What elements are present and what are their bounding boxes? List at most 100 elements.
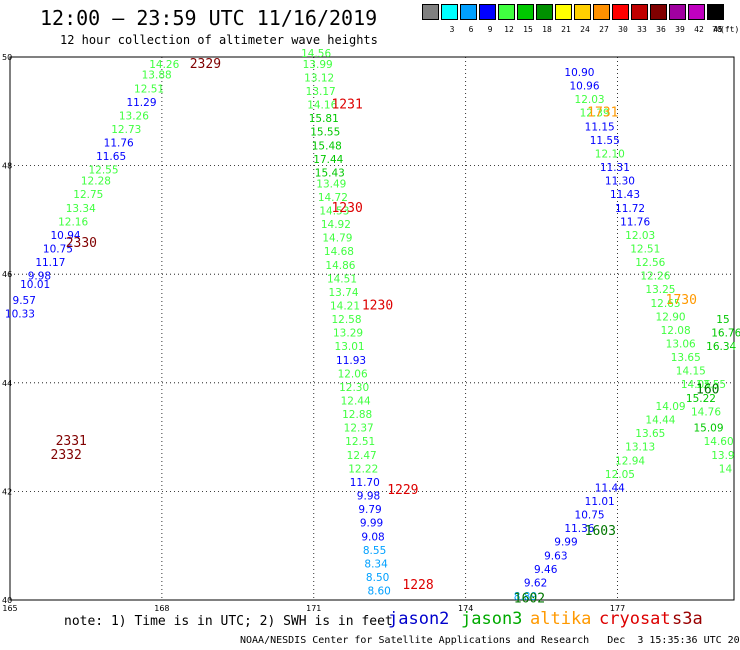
wave-height-value: 14.92 (321, 219, 351, 231)
wave-height-value: 9.99 (554, 537, 577, 549)
wave-height-value: 12.44 (341, 396, 371, 408)
satellite-label: s3a (672, 609, 703, 629)
wave-height-value: 14.16 (307, 100, 337, 112)
legend-swatch (517, 4, 534, 20)
wave-height-values: 14.2613.8812.5111.2913.2612.7311.7611.65… (5, 48, 740, 603)
wave-height-value: 12.73 (111, 124, 141, 136)
wave-height-value: 8.55 (363, 545, 386, 557)
wave-height-value: 14.05 (681, 379, 711, 391)
wave-height-value: 13.49 (316, 178, 346, 190)
legend-label: 15 (523, 25, 533, 34)
wave-height-value: 14.60 (704, 436, 734, 448)
wave-height-value: 10.33 (5, 309, 35, 321)
wave-height-value: 17.44 (313, 154, 343, 166)
satellite-label: jason2 (388, 609, 450, 629)
legend-label: 45 (713, 25, 723, 34)
wave-height-value: 12.47 (347, 450, 377, 462)
wave-height-value: 13.29 (333, 328, 363, 340)
wave-height-value: 12.05 (605, 469, 635, 481)
wave-height-value: 12.08 (661, 325, 691, 337)
wave-height-value: 9.62 (524, 577, 547, 589)
track-label: 1730 (666, 293, 697, 308)
latitude-label: 46 (2, 270, 12, 279)
map-frame (9, 56, 735, 601)
track-label: 2332 (51, 448, 82, 463)
legend-label: 9 (487, 25, 493, 34)
wave-height-value: 12.51 (345, 436, 375, 448)
legend-label: 27 (599, 25, 609, 34)
wave-height-value: 14.76 (691, 406, 721, 418)
wave-height-value: 15.48 (312, 140, 342, 152)
wave-height-value: 12.16 (58, 216, 88, 228)
legend-swatch (536, 4, 553, 20)
wave-height-value: 12.28 (81, 176, 111, 188)
legend-swatch (669, 4, 686, 20)
wave-height-value: 14.09 (656, 401, 686, 413)
wave-height-value: 14.21 (330, 300, 360, 312)
wave-height-value: 10.01 (20, 279, 50, 291)
wave-height-value: 12.30 (339, 382, 369, 394)
wave-height-value: 13.65 (671, 352, 701, 364)
legend-label: 21 (561, 25, 571, 34)
wave-height-value: 13.25 (645, 284, 675, 296)
legend-label: 36 (656, 25, 666, 34)
wave-height-value: 16.34 (706, 341, 736, 353)
wave-height-value: 12.94 (615, 455, 645, 467)
latitude-label: 48 (2, 162, 12, 171)
wave-height-value: 12.58 (331, 314, 361, 326)
wave-height-value: 8.34 (364, 558, 388, 570)
credit-line: NOAA/NESDIS Center for Satellite Applica… (240, 635, 740, 646)
wave-height-value: 11.70 (350, 477, 380, 489)
legend-label: 39 (675, 25, 685, 34)
wave-height-value: 13.01 (335, 341, 365, 353)
wave-height-value: 10.90 (564, 67, 594, 79)
wave-height-value: 14.56 (301, 48, 331, 60)
wave-height-value: 12.37 (344, 423, 374, 435)
wave-height-value: 11.65 (96, 151, 126, 163)
legend-label: 70 (712, 25, 722, 34)
wave-height-value: 12.39 (580, 108, 610, 120)
track-label: 1230 (331, 201, 362, 216)
latitude-label: 42 (2, 487, 12, 496)
wave-height-value: 14.79 (322, 233, 352, 245)
wave-height-value: 12.51 (134, 83, 164, 95)
wave-height-value: 13.88 (142, 70, 172, 82)
legend-label: 18 (542, 25, 552, 34)
latitude-label: 40 (2, 596, 12, 605)
legend-label: 3 (449, 25, 455, 34)
wave-height-value: 11.30 (605, 176, 635, 188)
wave-height-value: 12.56 (635, 257, 665, 269)
satellite-label: cryosat (599, 609, 671, 629)
lat-lon-grid (9, 56, 735, 601)
wave-height-value: 14.86 (325, 260, 355, 272)
wave-height-value: 12.10 (595, 148, 625, 160)
wave-height-value: 12.51 (630, 243, 660, 255)
wave-height-value: 11.55 (590, 135, 620, 147)
wave-height-value: 13.17 (306, 86, 336, 98)
wave-height-value: 13.06 (666, 339, 696, 351)
wave-height-value: 11.76 (620, 216, 650, 228)
wave-height-value: 12.06 (338, 368, 368, 380)
legend-label: 12 (504, 25, 514, 34)
legend-swatch (650, 4, 667, 20)
wave-height-value: 14.44 (645, 415, 675, 427)
legend-label: 6 (468, 25, 474, 34)
legend-swatch (631, 4, 648, 20)
wave-height-value: 15.55 (310, 127, 340, 139)
wave-height-value: 9.98 (357, 491, 380, 503)
longitude-label: 168 (154, 604, 169, 613)
track-label: 1228 (402, 578, 433, 593)
wave-height-value: 15.81 (309, 113, 339, 125)
wave-height-value: 16.76 (711, 328, 740, 340)
wave-height-value: 12.03 (625, 230, 655, 242)
wave-height-value: 8.60 (367, 586, 390, 598)
wave-height-value: 13.74 (328, 287, 358, 299)
wave-height-value: 12.22 (348, 463, 378, 475)
wave-height-value: 13.99 (303, 59, 333, 71)
longitude-label: 165 (2, 604, 17, 613)
legend-swatch (479, 4, 496, 20)
wave-height-value: 11.43 (610, 189, 640, 201)
longitude-label: 171 (306, 604, 321, 613)
legend-label: 24 (580, 25, 590, 34)
